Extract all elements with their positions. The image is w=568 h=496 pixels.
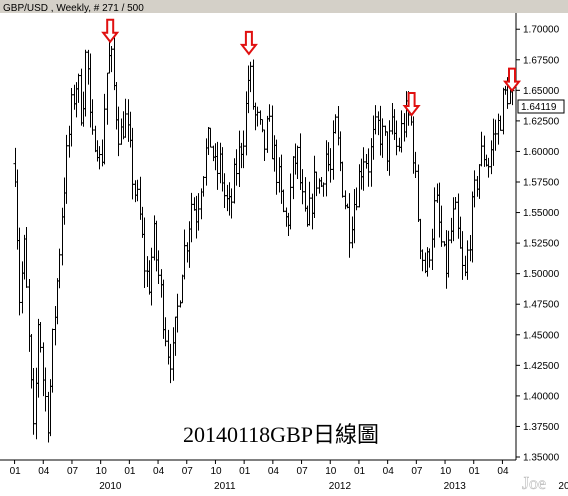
ohlc-bars	[13, 37, 515, 443]
x-tick-label: 10	[210, 466, 222, 477]
x-tick-label: 04	[38, 466, 50, 477]
y-tick-label: 1.62500	[523, 116, 560, 127]
y-tick-label: 1.57500	[523, 178, 560, 189]
x-year-label: 2013	[444, 481, 467, 492]
peak-arrow	[239, 30, 258, 56]
x-year-label: 2010	[99, 481, 122, 492]
x-tick-label: 04	[497, 466, 509, 477]
chart-caption: 20140118GBP日線圖	[183, 422, 379, 447]
y-tick-label: 1.45000	[523, 330, 560, 341]
y-tick-label: 1.65000	[523, 86, 560, 97]
y-tick-label: 1.60000	[523, 147, 560, 158]
chart-header-label: GBP/USD , Weekly, # 271 / 500	[3, 3, 144, 14]
peak-arrows	[101, 18, 522, 117]
x-tick-label: 07	[67, 466, 79, 477]
y-tick-label: 1.50000	[523, 269, 560, 280]
plot-area	[0, 13, 516, 460]
current-price-label: 1.64119	[521, 102, 557, 113]
x-tick-label: 04	[383, 466, 395, 477]
x-tick-label: 10	[96, 466, 108, 477]
y-tick-label: 1.70000	[523, 25, 560, 36]
y-tick-label: 1.67500	[523, 55, 560, 66]
x-tick-label: 01	[124, 466, 136, 477]
y-tick-label: 1.47500	[523, 300, 560, 311]
x-tick-label: 07	[411, 466, 423, 477]
price-axis-ticks: 1.70000 1.67500 1.65000 1.62500 1.60000 1.575…	[516, 25, 560, 464]
x-year-label: 2014	[558, 481, 568, 492]
x-tick-label: 10	[325, 466, 337, 477]
x-tick-label: 01	[354, 466, 366, 477]
y-tick-label: 1.42500	[523, 361, 560, 372]
x-tick-label: 07	[182, 466, 194, 477]
author-signature: Joe	[522, 473, 546, 493]
y-tick-label: 1.40000	[523, 391, 560, 402]
x-tick-label: 01	[10, 466, 22, 477]
time-axis-panel	[0, 460, 568, 496]
y-tick-label: 1.35000	[523, 453, 560, 464]
x-year-label: 2011	[214, 481, 236, 492]
peak-arrow	[402, 92, 421, 117]
x-tick-label: 01	[469, 466, 481, 477]
x-tick-label: 01	[239, 466, 251, 477]
peak-arrow	[101, 18, 120, 44]
time-axis-ticks: 01 04 07 10 01 04 07 10 01 04 07 10 01 04 07 10 01 04 2010…	[10, 460, 568, 492]
current-price-box	[517, 99, 565, 114]
y-tick-label: 1.37500	[523, 422, 560, 433]
x-tick-label: 04	[268, 466, 280, 477]
x-tick-label: 04	[153, 466, 165, 477]
y-tick-label: 1.52500	[523, 239, 560, 250]
x-year-label: 2012	[329, 481, 352, 492]
y-tick-label: 1.55000	[523, 208, 560, 219]
x-tick-label: 07	[297, 466, 309, 477]
price-axis-panel	[516, 13, 568, 460]
peak-arrow	[502, 67, 522, 93]
x-tick-label: 10	[440, 466, 452, 477]
